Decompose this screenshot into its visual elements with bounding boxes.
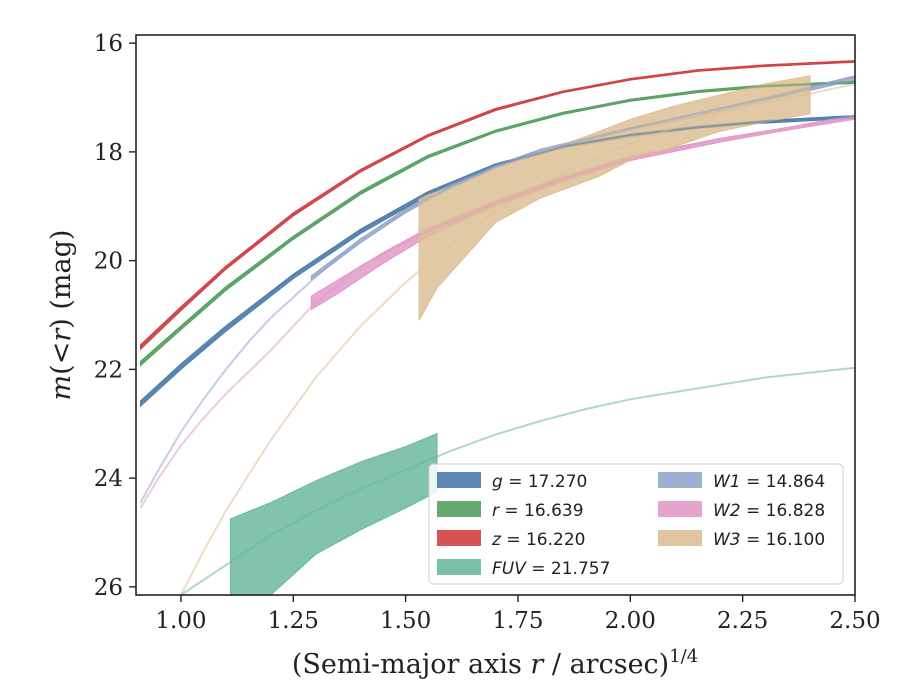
z-model-curve bbox=[139, 60, 855, 348]
fuv-model-curve bbox=[180, 366, 855, 595]
x-tick-label: 2.25 bbox=[717, 608, 768, 634]
y-axis: 16 18 20 22 24 26 bbox=[94, 31, 136, 601]
legend-swatch-w2 bbox=[658, 501, 702, 517]
y-tick-label: 18 bbox=[94, 140, 123, 166]
y-tick-label: 16 bbox=[94, 31, 123, 57]
legend-swatch-w3 bbox=[658, 530, 702, 546]
legend: g = 17.270 r = 16.639 z = 16.220 FUV = 21.7… bbox=[428, 463, 844, 585]
legend-label-fuv: FUV = 21.757 bbox=[492, 559, 610, 579]
legend-swatch-w1 bbox=[658, 472, 702, 488]
y-axis-label: m(<r) (mag) bbox=[46, 230, 77, 401]
g-profile-band bbox=[140, 114, 855, 408]
y-tick-label: 20 bbox=[94, 249, 123, 275]
legend-swatch-z bbox=[437, 530, 481, 546]
x-tick-label: 1.50 bbox=[380, 608, 431, 634]
x-tick-label: 2.50 bbox=[829, 608, 880, 634]
g-model-curve bbox=[139, 115, 855, 404]
legend-box bbox=[428, 463, 844, 585]
x-axis: 1.00 1.25 1.50 1.75 2.00 2.25 2.50 bbox=[155, 595, 881, 634]
w2-model-curve bbox=[139, 116, 855, 509]
x-tick-label: 1.00 bbox=[155, 608, 206, 634]
x-tick-label: 1.25 bbox=[268, 608, 319, 634]
legend-label-w3: W3 = 16.100 bbox=[713, 530, 825, 550]
legend-label-w2: W2 = 16.828 bbox=[713, 501, 825, 521]
legend-swatch-r bbox=[437, 501, 481, 517]
y-tick-label: 24 bbox=[94, 466, 123, 492]
legend-label-r: r = 16.639 bbox=[492, 501, 584, 521]
w3-model-curve bbox=[180, 82, 855, 595]
y-tick-label: 26 bbox=[94, 575, 123, 601]
r-model-curve bbox=[139, 81, 855, 365]
x-axis-label: (Semi-major axis r / arcsec)1/4 bbox=[292, 646, 698, 680]
legend-swatch-fuv bbox=[437, 559, 481, 575]
legend-label-z: z = 16.220 bbox=[491, 530, 585, 550]
model-line-layer bbox=[139, 60, 855, 595]
x-tick-label: 1.75 bbox=[492, 608, 543, 634]
w1-model-curve bbox=[139, 75, 855, 504]
legend-label-g: g = 17.270 bbox=[492, 472, 587, 492]
y-tick-label: 22 bbox=[94, 357, 123, 383]
r-profile-band bbox=[140, 80, 855, 367]
legend-swatch-g bbox=[437, 472, 481, 488]
legend-label-w1: W1 = 14.864 bbox=[713, 472, 825, 492]
plot-frame bbox=[135, 34, 856, 596]
x-tick-label: 2.00 bbox=[605, 608, 656, 634]
